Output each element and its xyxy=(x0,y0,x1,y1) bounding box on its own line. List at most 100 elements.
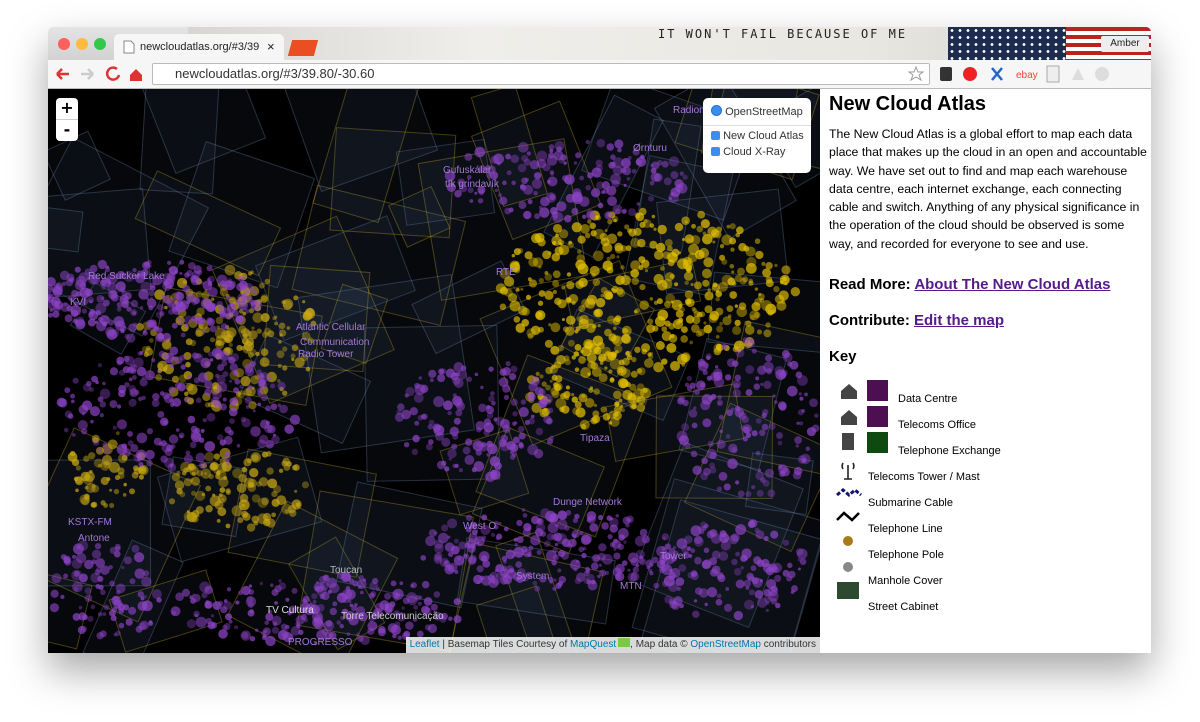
map-feature xyxy=(733,567,742,576)
checkbox[interactable] xyxy=(711,131,720,140)
map-feature xyxy=(589,265,600,276)
new-tab[interactable] xyxy=(287,40,319,56)
mapquest-link[interactable]: MapQuest xyxy=(570,639,617,650)
map-feature xyxy=(763,380,772,389)
leaflet-link[interactable]: Leaflet xyxy=(409,639,440,650)
map-feature xyxy=(453,615,462,624)
map-feature xyxy=(501,555,508,562)
profile-button[interactable]: Amber xyxy=(1101,36,1149,52)
tab-close[interactable]: × xyxy=(267,39,275,54)
map-feature xyxy=(797,409,804,416)
map-feature xyxy=(413,393,424,403)
ext-icon[interactable] xyxy=(1072,68,1084,80)
map-feature xyxy=(270,383,276,389)
attribution: Leaflet | Basemap Tiles Courtesy of MapQ… xyxy=(405,637,820,653)
map-feature xyxy=(590,188,601,198)
map-feature xyxy=(602,413,611,421)
map-feature xyxy=(729,223,736,230)
tab-bar: IT WON'T FAIL BECAUSE OF ME newcloudatla… xyxy=(48,27,1151,60)
forward-button[interactable] xyxy=(81,68,94,80)
map-feature xyxy=(691,422,698,429)
map-feature xyxy=(248,481,254,488)
map[interactable]: Radiomost Ørnturu Gufuskálar tfk grindav… xyxy=(48,89,820,653)
map-feature xyxy=(585,573,595,583)
map-feature xyxy=(97,259,107,270)
map-feature xyxy=(551,374,558,381)
back-button[interactable] xyxy=(56,68,69,80)
overlay-layer[interactable]: New Cloud Atlas xyxy=(711,130,804,142)
map-feature xyxy=(709,451,717,460)
ext-icon[interactable] xyxy=(1095,67,1109,81)
map-feature xyxy=(97,363,103,368)
map-feature xyxy=(218,629,228,639)
radio[interactable] xyxy=(711,105,722,116)
reload-button[interactable] xyxy=(105,66,121,81)
map-feature xyxy=(117,472,125,480)
map-feature xyxy=(257,439,267,449)
minimize-button[interactable] xyxy=(76,38,88,50)
zoom-out[interactable]: - xyxy=(56,120,78,141)
map-feature xyxy=(314,585,320,591)
map-feature xyxy=(182,588,190,597)
map-feature xyxy=(425,443,433,451)
map-feature xyxy=(634,212,641,219)
map-feature xyxy=(745,320,752,327)
map-feature xyxy=(283,464,291,471)
map-feature xyxy=(553,215,558,221)
map-feature xyxy=(187,375,192,379)
map-feature xyxy=(129,578,136,585)
zoom-button[interactable] xyxy=(94,38,106,50)
map-feature xyxy=(567,543,572,548)
map-feature xyxy=(536,549,542,555)
map-feature xyxy=(301,608,307,614)
map-feature xyxy=(649,180,655,186)
tab[interactable]: newcloudatlas.org/#3/39.8 × xyxy=(114,34,284,60)
ext-icon[interactable] xyxy=(940,67,952,81)
map-feature xyxy=(134,170,282,277)
map-feature xyxy=(599,361,604,365)
map-feature xyxy=(649,240,658,249)
map-feature xyxy=(712,240,716,244)
map-feature xyxy=(681,326,688,334)
checkbox[interactable] xyxy=(711,147,720,156)
map-feature xyxy=(217,494,227,504)
osm-link[interactable]: OpenStreetMap xyxy=(690,639,761,650)
map-feature xyxy=(102,612,107,616)
edit-link[interactable]: Edit the map xyxy=(914,312,1005,329)
map-feature xyxy=(81,428,88,435)
map-feature xyxy=(684,280,689,286)
map-feature xyxy=(649,571,654,576)
ext-icon[interactable] xyxy=(1046,65,1060,83)
map-label: Communication xyxy=(300,337,369,348)
map-feature xyxy=(530,376,540,386)
map-feature xyxy=(254,215,416,342)
ext-icon[interactable] xyxy=(963,67,977,81)
map-feature xyxy=(415,595,421,601)
close-button[interactable] xyxy=(58,38,70,50)
map-feature xyxy=(497,192,503,198)
ext-icon[interactable] xyxy=(991,67,1003,81)
overlay-layer[interactable]: Cloud X-Ray xyxy=(711,146,785,158)
address-bar[interactable]: newcloudatlas.org/#3/39.80/-30.60 xyxy=(152,63,930,85)
about-link[interactable]: About The New Cloud Atlas xyxy=(914,276,1111,293)
map-feature xyxy=(554,542,559,547)
map-feature xyxy=(314,642,318,646)
map-feature xyxy=(793,466,803,476)
map-feature xyxy=(814,413,819,418)
map-feature xyxy=(653,227,657,231)
map-feature xyxy=(739,277,747,285)
bookmark-star[interactable] xyxy=(908,65,925,82)
map-feature xyxy=(187,415,196,424)
map-feature xyxy=(598,543,607,552)
home-button[interactable] xyxy=(130,69,142,81)
ext-icon[interactable]: ebay xyxy=(1016,70,1038,81)
map-feature xyxy=(628,228,637,237)
map-feature xyxy=(777,440,783,446)
map-feature xyxy=(454,189,462,198)
map-feature xyxy=(614,139,624,149)
map-feature xyxy=(102,321,108,327)
map-feature xyxy=(287,505,297,514)
map-feature xyxy=(549,308,691,422)
base-layer[interactable]: OpenStreetMap xyxy=(711,105,803,118)
zoom-in[interactable]: + xyxy=(56,98,78,120)
